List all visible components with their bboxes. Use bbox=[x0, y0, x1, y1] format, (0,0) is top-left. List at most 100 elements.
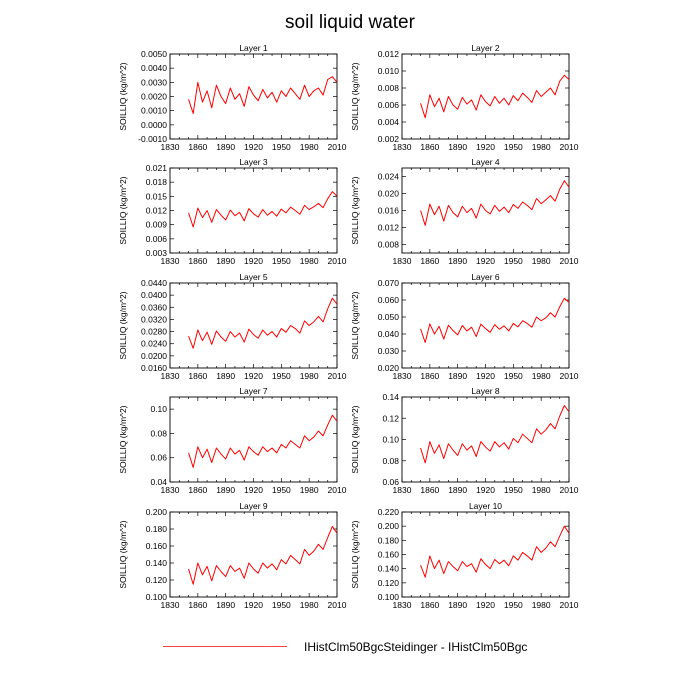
y-tick-label: 0.120 bbox=[378, 578, 400, 588]
x-tick-label: 1980 bbox=[300, 256, 319, 266]
series-line bbox=[188, 297, 338, 349]
plot-frame bbox=[169, 282, 338, 369]
y-tick-label: 0.14 bbox=[382, 392, 399, 402]
y-tick-label: 0.200 bbox=[146, 507, 168, 517]
panel-title: Layer 6 bbox=[471, 272, 500, 282]
y-tick-label: 0.220 bbox=[378, 507, 400, 517]
chart-panel-1: Layer 1 SOILLIQ (kg/m^2) 1830 1860 1890 1920 1… bbox=[118, 43, 347, 152]
y-tick-label: 0.004 bbox=[378, 117, 400, 127]
x-tick-label: 2010 bbox=[328, 485, 347, 495]
x-tick-label: 1890 bbox=[216, 600, 235, 610]
y-tick-label: 0.0030 bbox=[141, 77, 167, 87]
y-tick-label: 0.160 bbox=[378, 550, 400, 560]
y-tick-label: 0.0320 bbox=[141, 314, 167, 324]
plot-frame bbox=[169, 396, 338, 483]
chart-title: soil liquid water bbox=[285, 12, 416, 33]
x-tick-label: 1890 bbox=[448, 485, 467, 495]
x-tick-label: 1920 bbox=[244, 256, 263, 266]
x-tick-label: 1890 bbox=[448, 142, 467, 152]
x-tick-label: 1950 bbox=[504, 256, 523, 266]
x-tick-label: 1830 bbox=[393, 485, 412, 495]
panel-title: Layer 8 bbox=[471, 386, 500, 396]
plot-frame bbox=[169, 511, 338, 598]
x-tick-label: 1980 bbox=[300, 600, 319, 610]
x-tick-label: 1950 bbox=[504, 371, 523, 381]
y-tick-label: 0.140 bbox=[378, 564, 400, 574]
plot-frame bbox=[401, 53, 570, 140]
y-tick-label: 0.100 bbox=[146, 592, 168, 602]
chart-panel-2: Layer 2 SOILLIQ (kg/m^2) 1830 1860 1890 1920 1… bbox=[350, 43, 579, 152]
x-tick-label: 1920 bbox=[244, 600, 263, 610]
y-tick-label: 0.015 bbox=[146, 191, 168, 201]
y-tick-label: 0.0050 bbox=[141, 49, 167, 59]
x-tick-label: 1950 bbox=[504, 600, 523, 610]
y-tick-label: 0.012 bbox=[378, 223, 400, 233]
y-tick-label: 0.08 bbox=[150, 428, 167, 438]
y-tick-label: 0.0160 bbox=[141, 363, 167, 373]
y-tick-label: 0.0200 bbox=[141, 351, 167, 361]
x-tick-label: 1950 bbox=[504, 142, 523, 152]
y-tick-label: 0.12 bbox=[382, 413, 399, 423]
y-axis-label: SOILLIQ (kg/m^2) bbox=[350, 405, 360, 473]
y-tick-label: 0.0010 bbox=[141, 106, 167, 116]
y-tick-label: 0.10 bbox=[150, 404, 167, 414]
plot-frame bbox=[169, 167, 338, 254]
x-tick-label: 2010 bbox=[560, 600, 579, 610]
y-tick-label: 0.06 bbox=[150, 453, 167, 463]
x-tick-label: 1830 bbox=[161, 256, 180, 266]
chart-panel-6: Layer 6 SOILLIQ (kg/m^2) 1830 1860 1890 1920 1… bbox=[350, 272, 579, 381]
y-tick-label: 0.0440 bbox=[141, 278, 167, 288]
x-tick-label: 2010 bbox=[560, 371, 579, 381]
series-line bbox=[188, 525, 338, 585]
x-tick-label: 2010 bbox=[560, 485, 579, 495]
y-tick-label: 0.006 bbox=[146, 234, 168, 244]
x-tick-label: 1950 bbox=[272, 485, 291, 495]
y-tick-label: 0.030 bbox=[378, 346, 400, 356]
y-tick-label: 0.0240 bbox=[141, 339, 167, 349]
chart-panel-4: Layer 4 SOILLIQ (kg/m^2) 1830 1860 1890 1920 1… bbox=[350, 157, 579, 266]
x-tick-label: 1890 bbox=[448, 256, 467, 266]
x-tick-label: 1950 bbox=[272, 256, 291, 266]
panel-title: Layer 2 bbox=[471, 43, 500, 53]
x-tick-label: 1920 bbox=[244, 371, 263, 381]
x-tick-label: 1830 bbox=[161, 142, 180, 152]
y-axis-label: SOILLIQ (kg/m^2) bbox=[118, 520, 128, 588]
x-tick-label: 1980 bbox=[300, 371, 319, 381]
x-tick-label: 1890 bbox=[216, 371, 235, 381]
y-tick-label: 0.180 bbox=[146, 524, 168, 534]
y-tick-label: 0.009 bbox=[146, 220, 168, 230]
x-tick-label: 1980 bbox=[300, 142, 319, 152]
x-tick-label: 1980 bbox=[532, 256, 551, 266]
y-tick-label: 0.04 bbox=[150, 477, 167, 487]
y-tick-label: 0.021 bbox=[146, 163, 168, 173]
y-tick-label: 0.006 bbox=[378, 100, 400, 110]
x-tick-label: 1890 bbox=[216, 485, 235, 495]
x-tick-label: 1920 bbox=[476, 371, 495, 381]
panel-title: Layer 5 bbox=[239, 272, 268, 282]
plot-frame bbox=[401, 396, 570, 483]
x-tick-label: 1980 bbox=[300, 485, 319, 495]
legend-label: IHistClm50BgcSteidinger - IHistClm50Bgc bbox=[304, 640, 527, 654]
y-tick-label: 0.0020 bbox=[141, 92, 167, 102]
series-line bbox=[420, 74, 570, 119]
x-tick-label: 1980 bbox=[532, 142, 551, 152]
y-tick-label: 0.020 bbox=[378, 363, 400, 373]
y-axis-label: SOILLIQ (kg/m^2) bbox=[118, 62, 128, 130]
plot-frame bbox=[401, 282, 570, 369]
y-tick-label: -0.0010 bbox=[138, 134, 167, 144]
chart-panel-9: Layer 9 SOILLIQ (kg/m^2) 1830 1860 1890 1920 1… bbox=[118, 501, 347, 610]
x-tick-label: 1830 bbox=[161, 600, 180, 610]
y-tick-label: 0.008 bbox=[378, 83, 400, 93]
x-tick-label: 2010 bbox=[328, 142, 347, 152]
series-line bbox=[420, 297, 570, 343]
chart-panel-10: Layer 10 SOILLIQ (kg/m^2) 1830 1860 1890 1920… bbox=[350, 501, 579, 610]
x-tick-label: 1890 bbox=[448, 371, 467, 381]
x-tick-label: 1860 bbox=[420, 485, 439, 495]
panel-title: Layer 4 bbox=[471, 157, 500, 167]
y-axis-label: SOILLIQ (kg/m^2) bbox=[350, 291, 360, 359]
y-tick-label: 0.160 bbox=[146, 541, 168, 551]
series-line bbox=[188, 76, 338, 114]
y-tick-label: 0.10 bbox=[382, 435, 399, 445]
series-line bbox=[420, 180, 570, 226]
y-tick-label: 0.070 bbox=[378, 278, 400, 288]
